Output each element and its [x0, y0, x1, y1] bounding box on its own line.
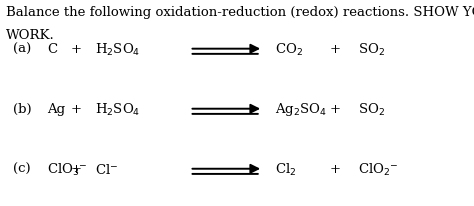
- Text: WORK.: WORK.: [6, 29, 55, 42]
- Text: (b): (b): [13, 103, 32, 116]
- Text: (a): (a): [13, 43, 32, 56]
- Text: C: C: [47, 43, 57, 56]
- Text: Balance the following oxidation-reduction (redox) reactions. SHOW YOUR: Balance the following oxidation-reductio…: [6, 6, 474, 19]
- Text: +: +: [329, 163, 340, 175]
- Text: CO$_2$: CO$_2$: [275, 41, 303, 57]
- Text: (c): (c): [13, 163, 31, 175]
- Text: SO$_2$: SO$_2$: [358, 101, 385, 117]
- Text: ClO$_3$$^{-}$: ClO$_3$$^{-}$: [47, 161, 88, 177]
- Text: Ag: Ag: [47, 103, 65, 116]
- Text: +: +: [70, 103, 81, 116]
- Text: +: +: [70, 43, 81, 56]
- Text: H$_2$SO$_4$: H$_2$SO$_4$: [95, 101, 140, 117]
- Text: ClO$_2$$^{-}$: ClO$_2$$^{-}$: [358, 161, 398, 177]
- Text: +: +: [329, 103, 340, 116]
- Text: +: +: [329, 43, 340, 56]
- Text: Ag$_2$SO$_4$: Ag$_2$SO$_4$: [275, 101, 327, 118]
- Text: SO$_2$: SO$_2$: [358, 41, 385, 57]
- Text: Cl$^{-}$: Cl$^{-}$: [95, 162, 118, 176]
- Text: +: +: [70, 163, 81, 175]
- Text: H$_2$SO$_4$: H$_2$SO$_4$: [95, 41, 140, 57]
- Text: Cl$_2$: Cl$_2$: [275, 161, 296, 177]
